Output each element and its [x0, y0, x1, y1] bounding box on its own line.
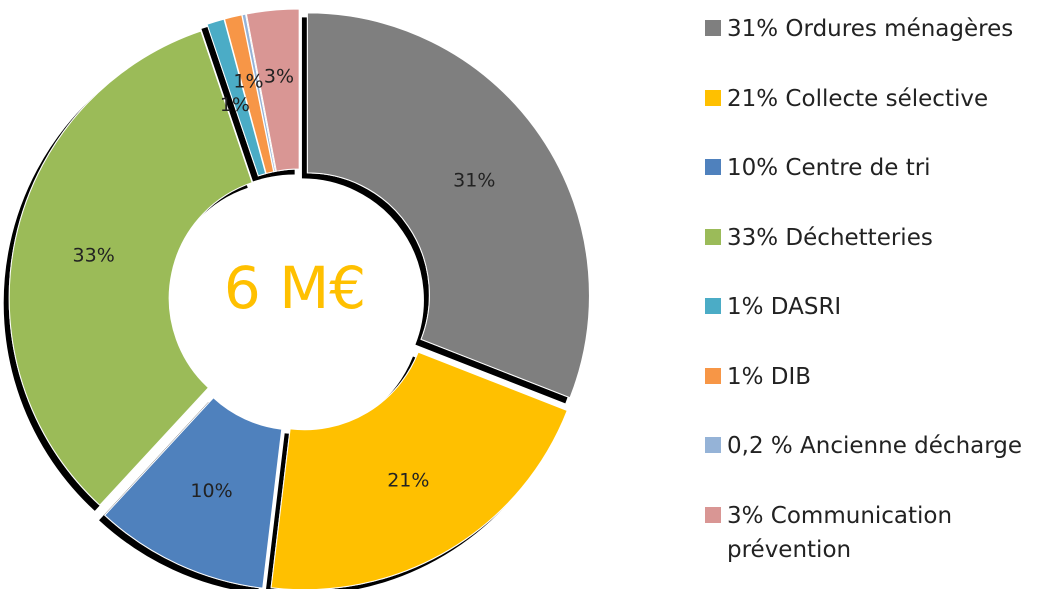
- legend-swatch: [705, 20, 721, 36]
- legend-label: 0,2 % Ancienne décharge: [727, 433, 1023, 459]
- slice: [104, 397, 283, 589]
- chart: 31%21%10%33%1%1% 3% 6 M€: [8, 8, 590, 589]
- legend-item: 0,2 % Ancienne décharge: [705, 429, 1060, 499]
- legend-item: 10% Centre de tri: [705, 151, 1060, 221]
- legend-label: 10% Centre de tri: [727, 155, 931, 181]
- legend-swatch: [705, 367, 721, 384]
- legend-label: 33% Déchetteries: [727, 224, 933, 251]
- legend-item: 31% Ordures ménagères: [705, 12, 1060, 82]
- data-label: 10%: [190, 480, 232, 502]
- legend-item: 33% Déchetteries: [705, 221, 1060, 291]
- legend-swatch: [705, 298, 721, 314]
- legend-label: 21% Collecte sélective: [727, 85, 989, 112]
- slice: [8, 30, 253, 506]
- legend-item: 3% Communication prévention: [705, 499, 1060, 569]
- data-label: 33%: [73, 245, 115, 267]
- data-label: 31%: [453, 170, 495, 192]
- data-label: 1%: [220, 94, 250, 116]
- slice: [245, 8, 300, 172]
- slice: [241, 13, 277, 173]
- data-label: 21%: [387, 470, 429, 492]
- legend-label: 3% Communication prévention: [727, 502, 953, 563]
- data-label: 1%: [233, 71, 263, 93]
- legend-swatch: [705, 437, 721, 453]
- legend-swatch: [705, 159, 721, 175]
- data-label: 3%: [264, 65, 294, 87]
- center-label: 6 M€: [224, 254, 366, 322]
- legend-label: 1% DASRI: [727, 294, 842, 320]
- legend-swatch: [705, 228, 721, 245]
- legend-label: 1% DIB: [727, 363, 812, 390]
- legend-item: 1% DIB: [705, 360, 1060, 430]
- legend-label: 31% Ordures ménagères: [727, 16, 1014, 42]
- slice: [306, 12, 590, 399]
- legend-swatch: [705, 506, 721, 523]
- donut: [8, 8, 590, 589]
- legend-item: 21% Collecte sélective: [705, 82, 1060, 152]
- legend-item: 1% DASRI: [705, 290, 1060, 360]
- legend-swatch: [705, 89, 721, 106]
- data-labels: 31%21%10%33%1%1% 3%: [73, 65, 496, 502]
- slice: [270, 351, 568, 589]
- slice: [206, 18, 267, 177]
- legend: 31% Ordures ménagères 21% Collecte sélect…: [705, 12, 1060, 568]
